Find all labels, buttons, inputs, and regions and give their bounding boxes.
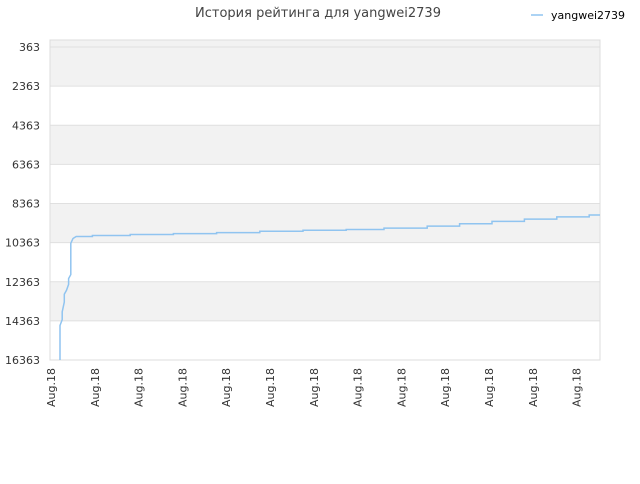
legend[interactable]: yangwei2739 [531,9,625,22]
x-tick-label: Aug.18 [133,368,146,407]
x-tick-label: Aug.18 [527,368,540,407]
x-tick-label: Aug.18 [483,368,496,407]
x-tick-label: Aug.18 [220,368,233,407]
series-layer [59,214,600,360]
x-tick-label: Aug.18 [308,368,321,407]
x-tick-label: Aug.18 [176,368,189,407]
background-bands [50,40,600,321]
band [50,40,600,47]
y-tick-label: 363 [19,41,40,54]
x-axis-tick-labels: Aug.18 Aug.18 Aug.18 Aug.18 Aug.18 Aug.18 Aug.… [45,368,584,407]
x-tick-label: Aug.18 [439,368,452,407]
band [50,281,600,321]
band [50,203,600,243]
y-tick-label: 16363 [5,354,40,367]
x-tick-label: Aug.18 [571,368,584,407]
y-tick-label: 4363 [12,119,40,132]
y-axis-tick-labels: 363 2363 4363 6363 8363 10363 12363 14363 16363 [5,41,40,367]
y-tick-label: 14363 [5,315,40,328]
x-tick-label: Aug.18 [89,368,102,407]
y-tick-label: 10363 [5,237,40,250]
chart-title: История рейтинга для yangwei2739 [195,6,441,21]
y-tick-label: 8363 [12,198,40,211]
band [50,125,600,165]
band [50,47,600,87]
legend-label: yangwei2739 [551,9,625,22]
series-line [59,214,600,360]
y-tick-label: 12363 [5,276,40,289]
y-tick-label: 2363 [12,80,40,93]
x-tick-label: Aug.18 [45,368,58,407]
x-tick-label: Aug.18 [395,368,408,407]
y-tick-label: 6363 [12,158,40,171]
x-tick-label: Aug.18 [352,368,365,407]
plot-frame [49,39,601,361]
x-tick-label: Aug.18 [264,368,277,407]
